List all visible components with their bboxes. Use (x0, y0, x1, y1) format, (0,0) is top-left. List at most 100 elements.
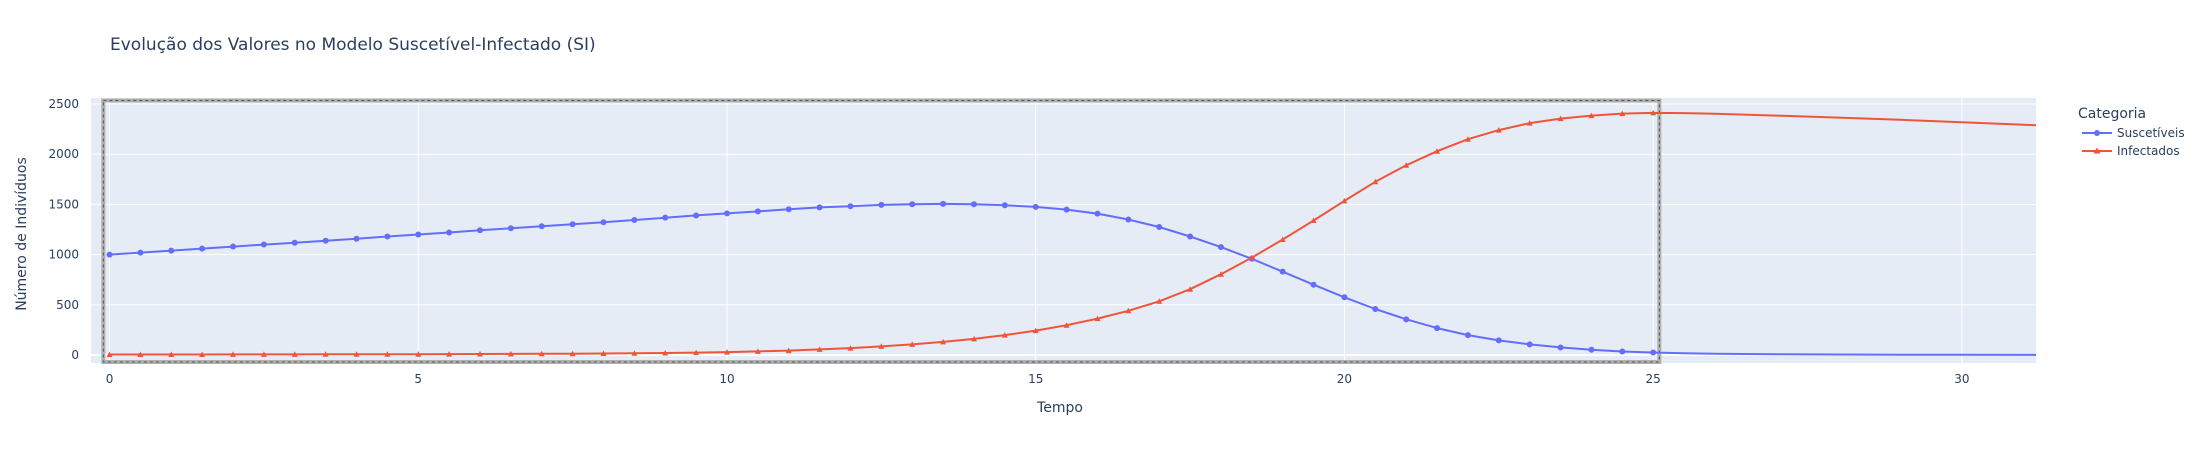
data-point[interactable] (816, 204, 823, 211)
series-line[interactable] (109, 111, 2037, 356)
data-point[interactable] (878, 201, 885, 208)
data-point[interactable] (1063, 206, 1070, 213)
data-point[interactable] (662, 350, 669, 356)
data-point[interactable] (1372, 305, 1379, 312)
data-point[interactable] (538, 350, 545, 357)
data-point[interactable] (415, 351, 422, 357)
data-point[interactable] (322, 237, 329, 244)
data-point[interactable] (693, 349, 700, 356)
data-point[interactable] (1372, 178, 1379, 185)
data-point[interactable] (230, 243, 237, 250)
data-point[interactable] (724, 349, 730, 355)
data-point[interactable] (1217, 244, 1224, 251)
data-point[interactable] (1434, 325, 1441, 332)
data-point[interactable] (600, 219, 607, 226)
data-point[interactable] (1464, 332, 1471, 339)
data-point[interactable] (1650, 109, 1657, 116)
data-point[interactable] (1032, 203, 1039, 210)
data-point[interactable] (538, 223, 545, 230)
series-line[interactable] (109, 202, 2037, 356)
data-point[interactable] (754, 348, 761, 354)
data-point[interactable] (1279, 268, 1286, 275)
data-point[interactable] (569, 350, 576, 357)
data-point[interactable] (230, 351, 236, 357)
data-point[interactable] (693, 212, 700, 219)
data-point[interactable] (1526, 341, 1533, 348)
data-point[interactable] (940, 338, 947, 345)
data-point[interactable] (168, 351, 175, 358)
data-point[interactable] (1094, 210, 1101, 217)
data-point[interactable] (1434, 148, 1441, 154)
data-point[interactable] (754, 208, 761, 215)
data-point[interactable] (1125, 307, 1132, 314)
data-point[interactable] (785, 347, 792, 354)
data-point[interactable] (940, 200, 947, 207)
data-point[interactable] (446, 229, 453, 236)
data-point[interactable] (1032, 327, 1039, 334)
data-point[interactable] (662, 214, 669, 221)
data-point[interactable] (384, 351, 391, 357)
data-point[interactable] (878, 343, 885, 349)
data-point[interactable] (477, 351, 483, 357)
data-point[interactable] (106, 251, 113, 258)
data-point[interactable] (106, 351, 113, 358)
data-point[interactable] (1156, 298, 1163, 304)
data-point[interactable] (384, 233, 391, 240)
data-point[interactable] (446, 351, 453, 357)
data-point[interactable] (322, 351, 329, 357)
data-point[interactable] (1310, 217, 1317, 224)
data-point[interactable] (1248, 254, 1255, 261)
data-point[interactable] (909, 201, 916, 208)
data-point[interactable] (260, 351, 267, 357)
data-point[interactable] (415, 231, 422, 238)
data-point[interactable] (291, 239, 298, 246)
data-point[interactable] (137, 249, 144, 256)
data-point[interactable] (260, 241, 267, 248)
data-point[interactable] (1094, 315, 1101, 322)
data-point[interactable] (631, 350, 638, 356)
data-point[interactable] (600, 350, 607, 357)
legend-item-infectados[interactable]: Infectados (2082, 144, 2180, 158)
data-point[interactable] (1001, 332, 1008, 338)
data-point[interactable] (353, 235, 360, 242)
data-point[interactable] (1495, 337, 1502, 344)
data-point[interactable] (1650, 349, 1657, 356)
data-point[interactable] (1310, 281, 1317, 288)
data-point[interactable] (723, 210, 730, 217)
data-point[interactable] (1588, 112, 1595, 119)
legend-item-suscetiveis[interactable]: Suscetíveis (2082, 126, 2185, 140)
data-point[interactable] (847, 203, 854, 210)
data-point[interactable] (168, 247, 175, 254)
data-point[interactable] (507, 350, 514, 357)
data-point[interactable] (1619, 110, 1626, 117)
data-point[interactable] (1557, 344, 1564, 351)
data-point[interactable] (1403, 316, 1410, 323)
data-point[interactable] (1218, 271, 1224, 277)
data-point[interactable] (1403, 162, 1410, 168)
data-point[interactable] (291, 351, 298, 357)
data-point[interactable] (1526, 120, 1533, 126)
data-point[interactable] (507, 225, 514, 232)
data-point[interactable] (1588, 346, 1595, 353)
data-point[interactable] (1156, 223, 1163, 230)
data-point[interactable] (785, 206, 792, 213)
plot-area[interactable] (91, 98, 2036, 363)
data-point[interactable] (909, 341, 916, 347)
data-point[interactable] (1464, 136, 1471, 142)
data-point[interactable] (816, 346, 823, 352)
data-point[interactable] (631, 216, 638, 223)
data-point[interactable] (970, 201, 977, 208)
data-point[interactable] (1063, 322, 1070, 328)
data-point[interactable] (847, 345, 854, 351)
data-point[interactable] (1125, 216, 1132, 223)
data-point[interactable] (1001, 202, 1008, 209)
data-point[interactable] (1495, 127, 1502, 133)
data-point[interactable] (1619, 348, 1626, 355)
data-point[interactable] (569, 221, 576, 228)
data-point[interactable] (353, 351, 360, 357)
data-point[interactable] (1187, 286, 1194, 292)
data-point[interactable] (1187, 233, 1194, 240)
data-point[interactable] (137, 351, 144, 358)
data-point[interactable] (199, 351, 206, 358)
data-point[interactable] (1341, 294, 1348, 301)
